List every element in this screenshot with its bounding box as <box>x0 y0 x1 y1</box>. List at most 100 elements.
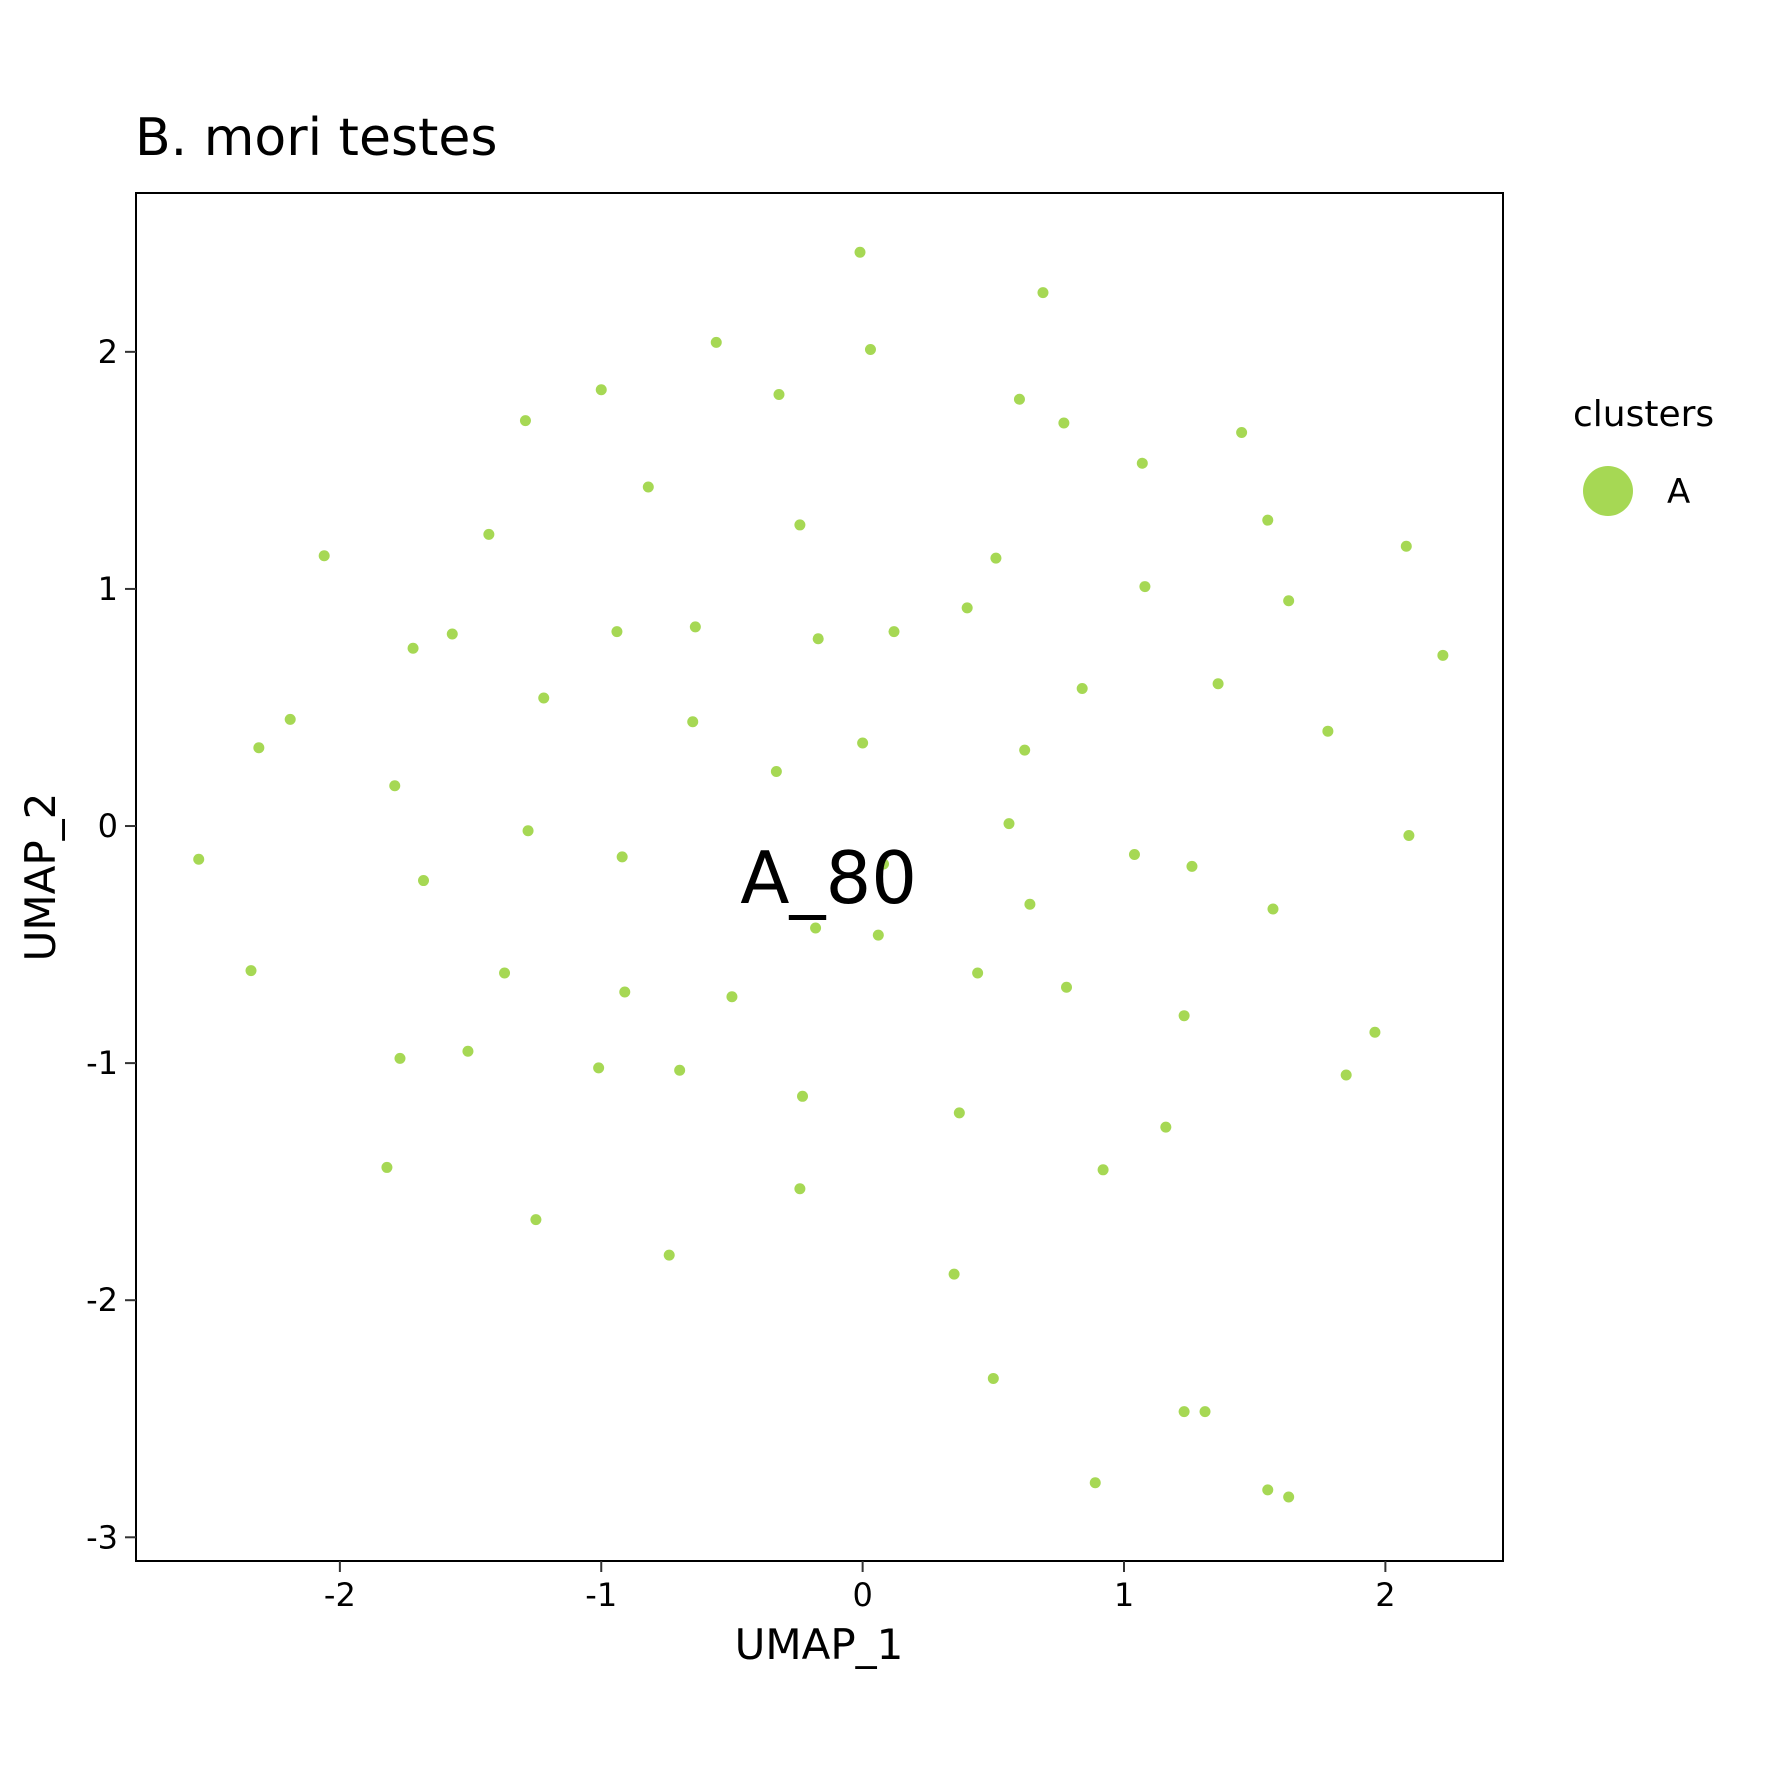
data-point <box>1178 1406 1190 1418</box>
data-point <box>1283 1491 1295 1503</box>
data-point <box>797 1090 809 1102</box>
data-point <box>1400 540 1412 552</box>
data-point <box>1262 514 1274 526</box>
data-point <box>1061 981 1073 993</box>
data-point <box>1058 417 1070 429</box>
data-point <box>773 389 785 401</box>
data-point <box>689 621 701 633</box>
x-tick-label: -1 <box>585 1576 617 1614</box>
data-point <box>1128 848 1140 860</box>
data-point <box>1437 649 1449 661</box>
data-point <box>770 765 782 777</box>
y-tick-label: 1 <box>98 570 118 608</box>
data-point <box>483 528 495 540</box>
data-point <box>616 851 628 863</box>
data-point <box>987 1372 999 1384</box>
data-point <box>253 742 265 754</box>
data-point <box>1267 903 1279 915</box>
data-point <box>1136 457 1148 469</box>
data-point <box>1024 898 1036 910</box>
cluster-annotation: A_80 <box>740 836 917 920</box>
data-point <box>1160 1121 1172 1133</box>
data-point <box>499 967 511 979</box>
data-point <box>381 1161 393 1173</box>
legend: clusters A <box>1573 394 1714 516</box>
x-tick-label: 2 <box>1375 1576 1395 1614</box>
data-point <box>389 780 401 792</box>
data-point <box>1178 1010 1190 1022</box>
data-point <box>642 481 654 493</box>
data-point <box>1037 287 1049 299</box>
plot-panel <box>135 192 1504 1562</box>
data-point <box>530 1214 542 1226</box>
data-point <box>726 991 738 1003</box>
data-point <box>810 922 822 934</box>
data-point <box>687 716 699 728</box>
data-point <box>1139 581 1151 593</box>
data-point <box>245 965 257 977</box>
data-point <box>1283 595 1295 607</box>
data-point <box>1236 426 1248 438</box>
y-tick-label: 2 <box>98 333 118 371</box>
data-point <box>1212 678 1224 690</box>
data-point <box>519 415 531 427</box>
data-point <box>1369 1026 1381 1038</box>
data-point <box>794 1183 806 1195</box>
data-point <box>538 692 550 704</box>
data-point <box>1019 744 1031 756</box>
data-point <box>878 858 890 870</box>
data-point <box>318 550 330 562</box>
data-point <box>1076 683 1088 695</box>
data-point <box>990 552 1002 564</box>
data-point <box>1403 830 1415 842</box>
data-point <box>394 1052 406 1064</box>
data-point <box>595 384 607 396</box>
x-tick-label: 1 <box>1114 1576 1134 1614</box>
data-point <box>972 967 984 979</box>
data-point <box>812 633 824 645</box>
data-point <box>1089 1477 1101 1489</box>
y-tick-label: -3 <box>86 1518 118 1556</box>
y-axis-title: UMAP_2 <box>16 793 65 962</box>
data-point <box>854 246 866 258</box>
x-axis-title: UMAP_1 <box>735 1620 904 1669</box>
x-axis: -2 -1 0 1 2 <box>324 1561 1396 1614</box>
data-point <box>674 1064 686 1076</box>
data-point <box>1013 393 1025 405</box>
data-point <box>593 1062 605 1074</box>
x-tick-label: -2 <box>324 1576 356 1614</box>
data-point <box>418 875 430 887</box>
data-point <box>872 929 884 941</box>
data-point <box>1322 725 1334 737</box>
y-tick-label: -2 <box>86 1281 118 1319</box>
scatter-points <box>193 246 1449 1503</box>
data-point <box>1186 860 1198 872</box>
y-tick-label: 0 <box>98 807 118 845</box>
data-point <box>888 626 900 638</box>
data-point <box>446 628 458 640</box>
data-point <box>864 343 876 355</box>
x-tick-label: 0 <box>852 1576 872 1614</box>
data-point <box>953 1107 965 1119</box>
legend-label-a: A <box>1667 472 1690 512</box>
data-point <box>1199 1406 1211 1418</box>
y-tick-label: -1 <box>86 1044 118 1082</box>
data-point <box>961 602 973 614</box>
data-point <box>1262 1484 1274 1496</box>
data-point <box>619 986 631 998</box>
data-point <box>284 713 296 725</box>
data-point <box>663 1249 675 1261</box>
data-point <box>522 825 534 837</box>
legend-key-a <box>1583 466 1633 516</box>
chart-title: B. mori testes <box>135 108 498 168</box>
legend-title: clusters <box>1573 394 1714 435</box>
data-point <box>857 737 869 749</box>
y-axis: -3 -2 -1 0 1 2 <box>86 333 136 1556</box>
data-point <box>948 1268 960 1280</box>
data-point <box>1003 818 1015 830</box>
data-point <box>794 519 806 531</box>
data-point <box>710 336 722 348</box>
data-point <box>193 853 205 865</box>
data-point <box>1097 1164 1109 1176</box>
